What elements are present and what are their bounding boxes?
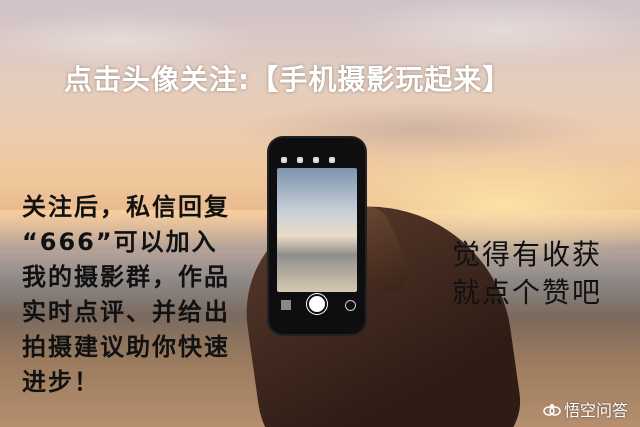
- flip-camera-icon: [345, 300, 356, 311]
- camera-top-bar: [277, 148, 357, 163]
- camera-preview: [277, 168, 357, 292]
- left-line: 实时点评、并给出: [22, 298, 230, 326]
- left-line: 进步！: [22, 368, 100, 396]
- wukong-logo-icon: [543, 404, 561, 416]
- gallery-thumbnail: [281, 300, 291, 310]
- left-line: 关注后，私信回复: [22, 193, 230, 221]
- headline: 点击头像关注:【手机摄影玩起来】: [64, 63, 512, 96]
- right-message: 觉得有收获 就点个赞吧: [452, 236, 632, 312]
- smartphone: [269, 138, 365, 334]
- right-line: 觉得有收获: [452, 238, 603, 271]
- left-message: 关注后，私信回复 “666”可以加入 我的摄影群，作品 实时点评、并给出 拍摄建…: [22, 190, 252, 400]
- left-line: 我的摄影群，作品: [22, 263, 230, 291]
- watermark-text: 悟空问答: [563, 401, 628, 420]
- right-line: 就点个赞吧: [452, 276, 603, 309]
- watermark: 悟空问答: [543, 397, 628, 421]
- left-line: 拍摄建议助你快速: [22, 333, 230, 361]
- shutter-button: [309, 296, 325, 312]
- left-line: “666”可以加入: [22, 228, 218, 256]
